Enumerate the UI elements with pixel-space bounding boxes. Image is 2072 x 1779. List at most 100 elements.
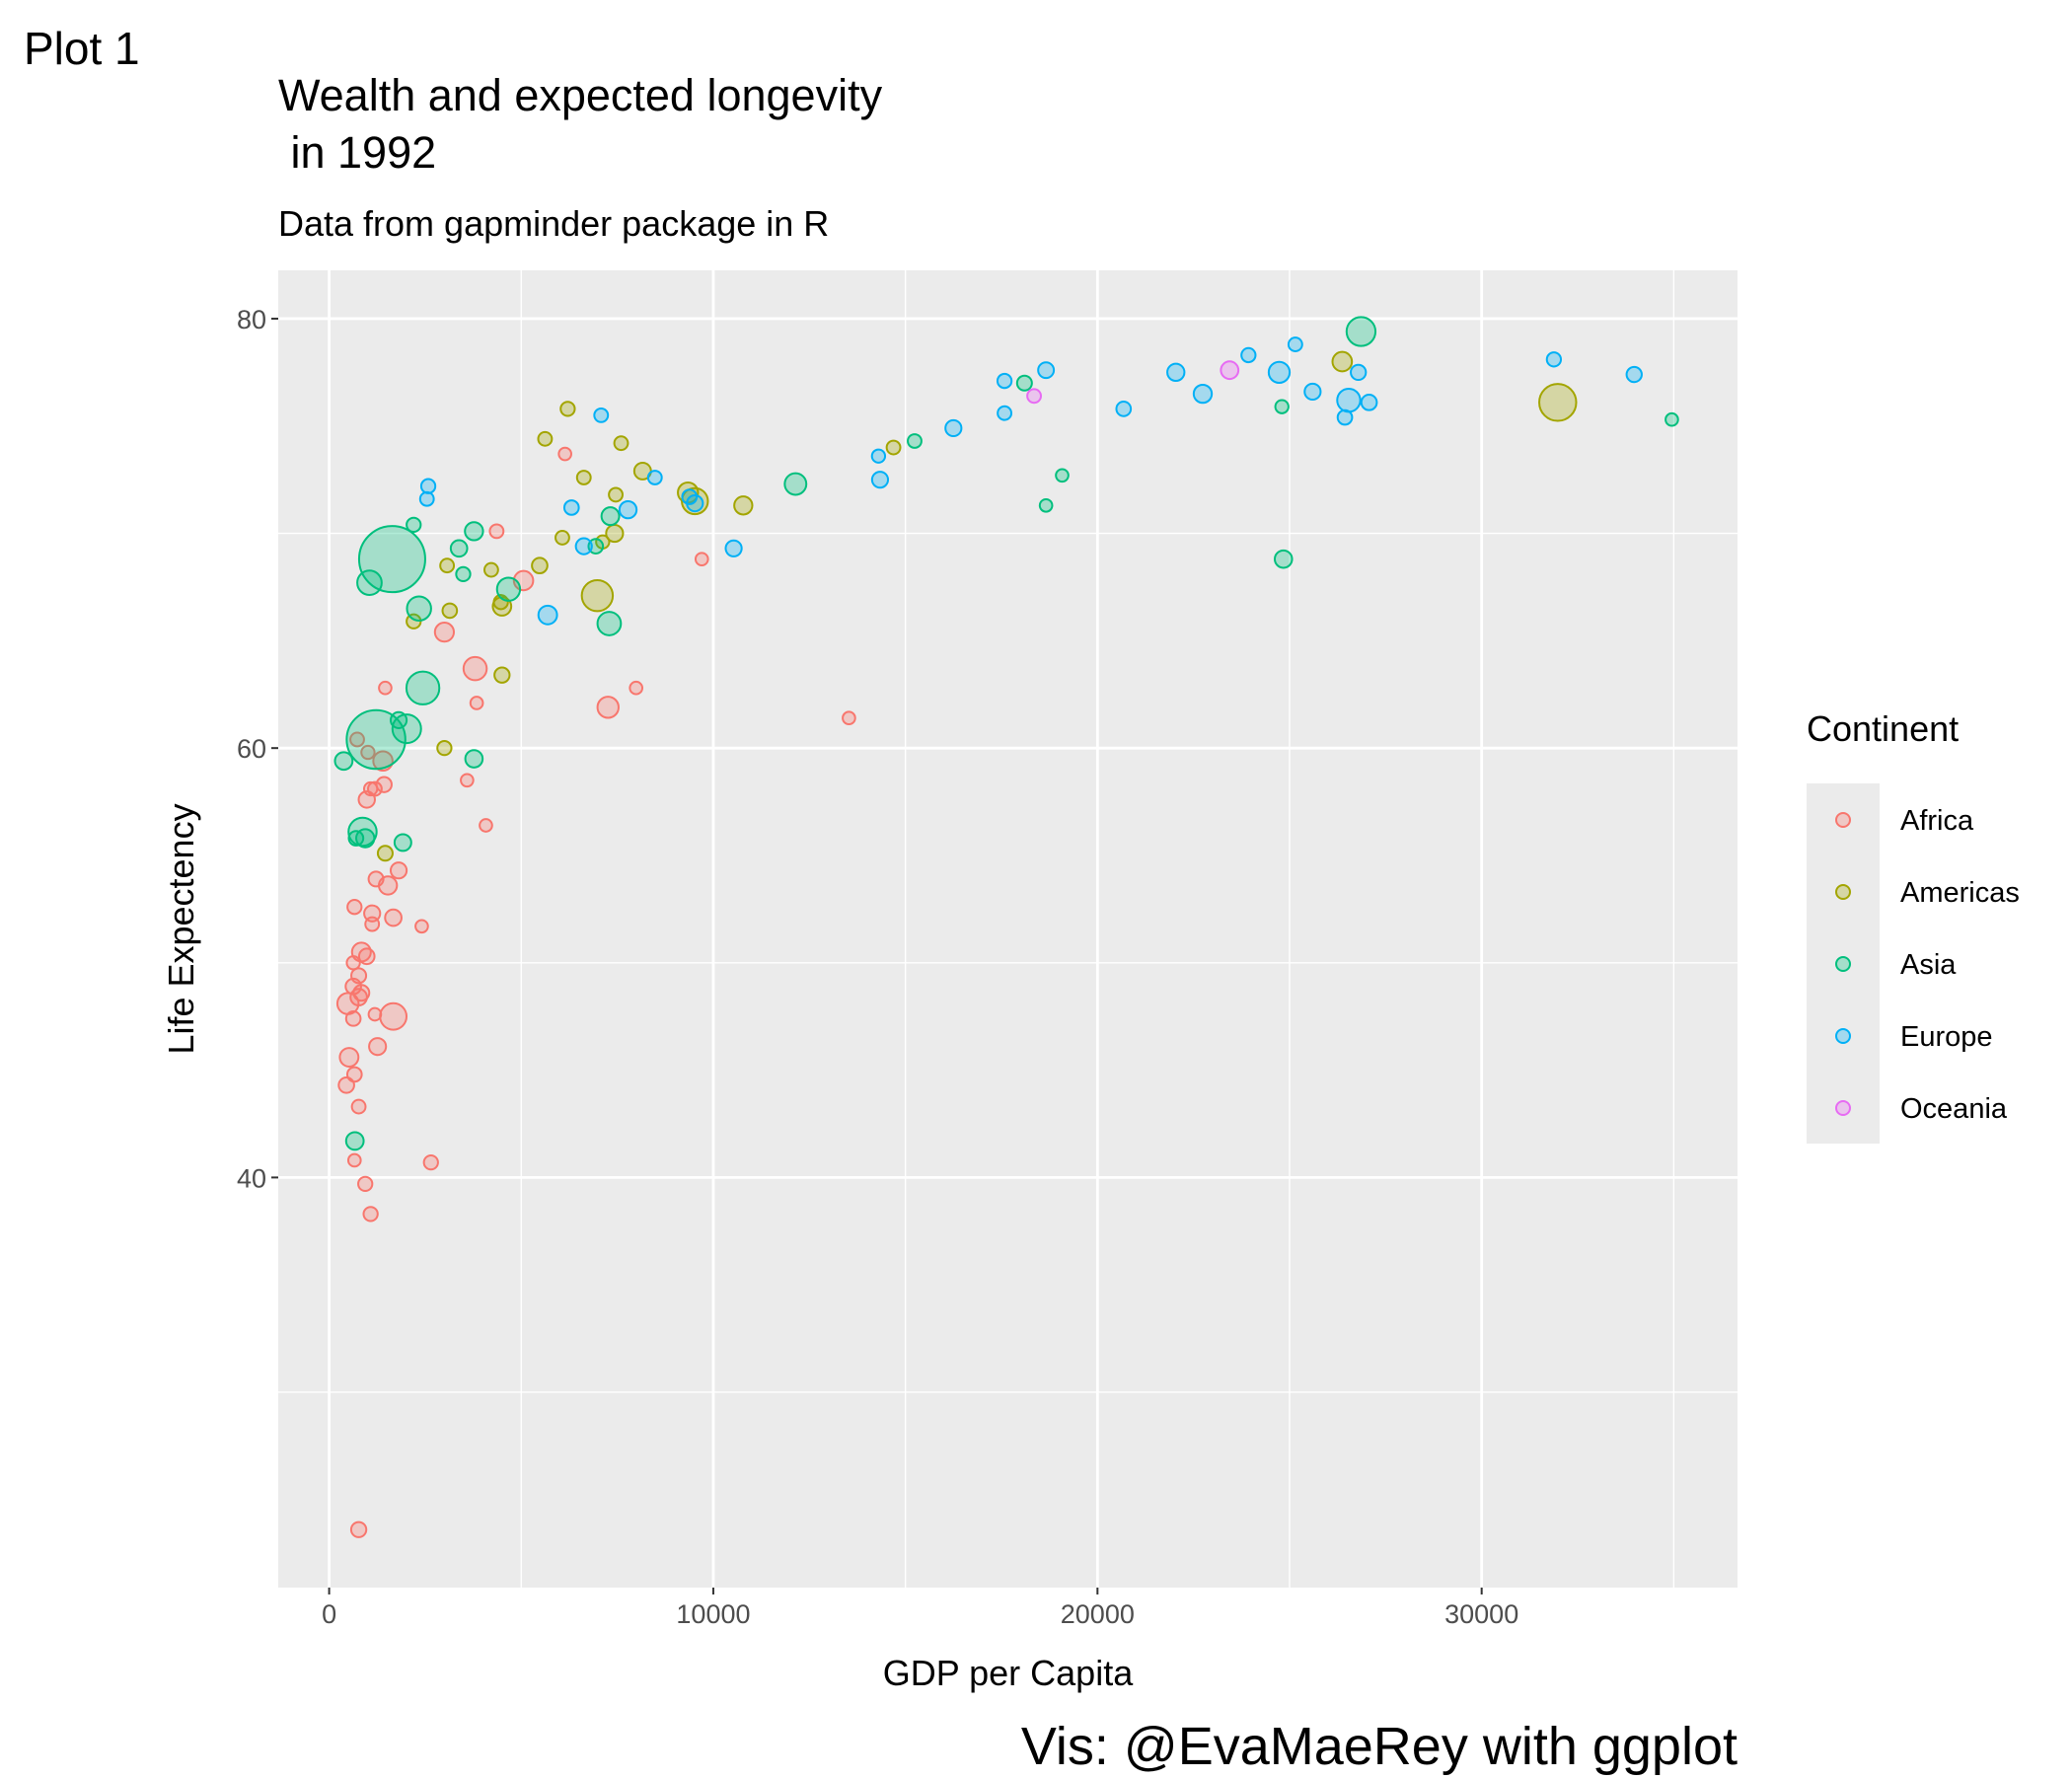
- point: [1360, 394, 1378, 411]
- point: [996, 372, 1013, 390]
- point: [350, 1098, 367, 1115]
- chart-subtitle: Data from gapminder package in R: [278, 203, 830, 244]
- point: [419, 478, 437, 494]
- point: [629, 680, 644, 696]
- point: [436, 740, 453, 757]
- point: [613, 435, 629, 452]
- point: [449, 539, 469, 558]
- point: [479, 818, 493, 833]
- point: [344, 1131, 365, 1151]
- legend-key: [1835, 1100, 1851, 1116]
- point: [724, 539, 743, 557]
- point: [1037, 361, 1056, 380]
- point: [384, 908, 403, 927]
- legend-label: Americas: [1900, 877, 2020, 909]
- panel-background: [278, 270, 1738, 1588]
- point: [460, 773, 475, 788]
- point: [596, 611, 623, 636]
- point: [349, 731, 365, 748]
- point: [495, 576, 522, 602]
- point: [367, 870, 385, 888]
- point: [1115, 401, 1133, 417]
- legend-key: [1835, 1028, 1851, 1044]
- point: [842, 710, 856, 726]
- y-tick-label: 60: [237, 734, 266, 764]
- point: [783, 472, 808, 496]
- point: [493, 666, 511, 684]
- point: [1303, 382, 1322, 402]
- point: [347, 830, 365, 847]
- point: [1336, 408, 1354, 426]
- point: [1267, 360, 1292, 384]
- point: [907, 433, 923, 449]
- point: [405, 670, 441, 705]
- point: [531, 556, 549, 575]
- point: [439, 557, 456, 574]
- point: [406, 595, 432, 622]
- point: [406, 516, 422, 534]
- point: [344, 1010, 362, 1027]
- point: [1545, 351, 1563, 368]
- point: [1274, 399, 1290, 414]
- point: [356, 569, 383, 596]
- point: [482, 561, 499, 578]
- point: [1625, 365, 1643, 384]
- point: [600, 506, 621, 527]
- x-tick-label: 20000: [1061, 1599, 1135, 1629]
- point: [346, 899, 363, 916]
- point: [555, 529, 570, 546]
- point: [345, 708, 407, 771]
- y-tick-label: 40: [237, 1163, 266, 1193]
- y-tick-label: 80: [237, 305, 266, 334]
- point: [646, 470, 663, 485]
- point: [492, 594, 509, 611]
- point: [1055, 468, 1070, 483]
- point: [433, 622, 456, 643]
- point: [367, 1006, 383, 1022]
- point: [1015, 374, 1033, 392]
- point: [349, 1520, 368, 1538]
- point: [997, 405, 1013, 421]
- point: [1038, 497, 1054, 513]
- point: [580, 578, 615, 613]
- point: [694, 552, 709, 566]
- point: [1192, 383, 1214, 405]
- point: [357, 1175, 374, 1193]
- point: [593, 407, 610, 423]
- point: [574, 537, 593, 556]
- point: [389, 710, 408, 729]
- point: [608, 486, 624, 503]
- point: [1026, 388, 1042, 405]
- chart-caption: Vis: @EvaMaeRey with ggplot: [1020, 1717, 1738, 1776]
- point: [733, 495, 754, 516]
- point: [557, 446, 572, 462]
- point: [364, 916, 381, 932]
- point: [1240, 346, 1257, 364]
- legend-label: Asia: [1900, 949, 1957, 981]
- point: [393, 833, 412, 852]
- point: [368, 1037, 388, 1057]
- point: [618, 499, 638, 520]
- point: [944, 418, 963, 438]
- point: [870, 471, 890, 489]
- point: [357, 790, 376, 809]
- point: [885, 439, 902, 456]
- x-axis-title: GDP per Capita: [883, 1653, 1134, 1693]
- chart-title: Wealth and expected longevity in 1992: [278, 70, 883, 178]
- point: [464, 521, 484, 542]
- point: [1287, 336, 1303, 352]
- point: [469, 696, 484, 710]
- legend-key-background: [1807, 783, 1880, 1144]
- point: [559, 401, 576, 417]
- legend-key: [1835, 812, 1851, 828]
- point: [491, 596, 513, 617]
- legend-title: Continent: [1807, 708, 1959, 749]
- point: [1336, 387, 1362, 413]
- point: [333, 751, 354, 772]
- point: [537, 430, 554, 447]
- x-tick-label: 0: [322, 1599, 336, 1629]
- point: [562, 499, 580, 516]
- x-tick-label: 30000: [1444, 1599, 1518, 1629]
- point: [1665, 411, 1679, 427]
